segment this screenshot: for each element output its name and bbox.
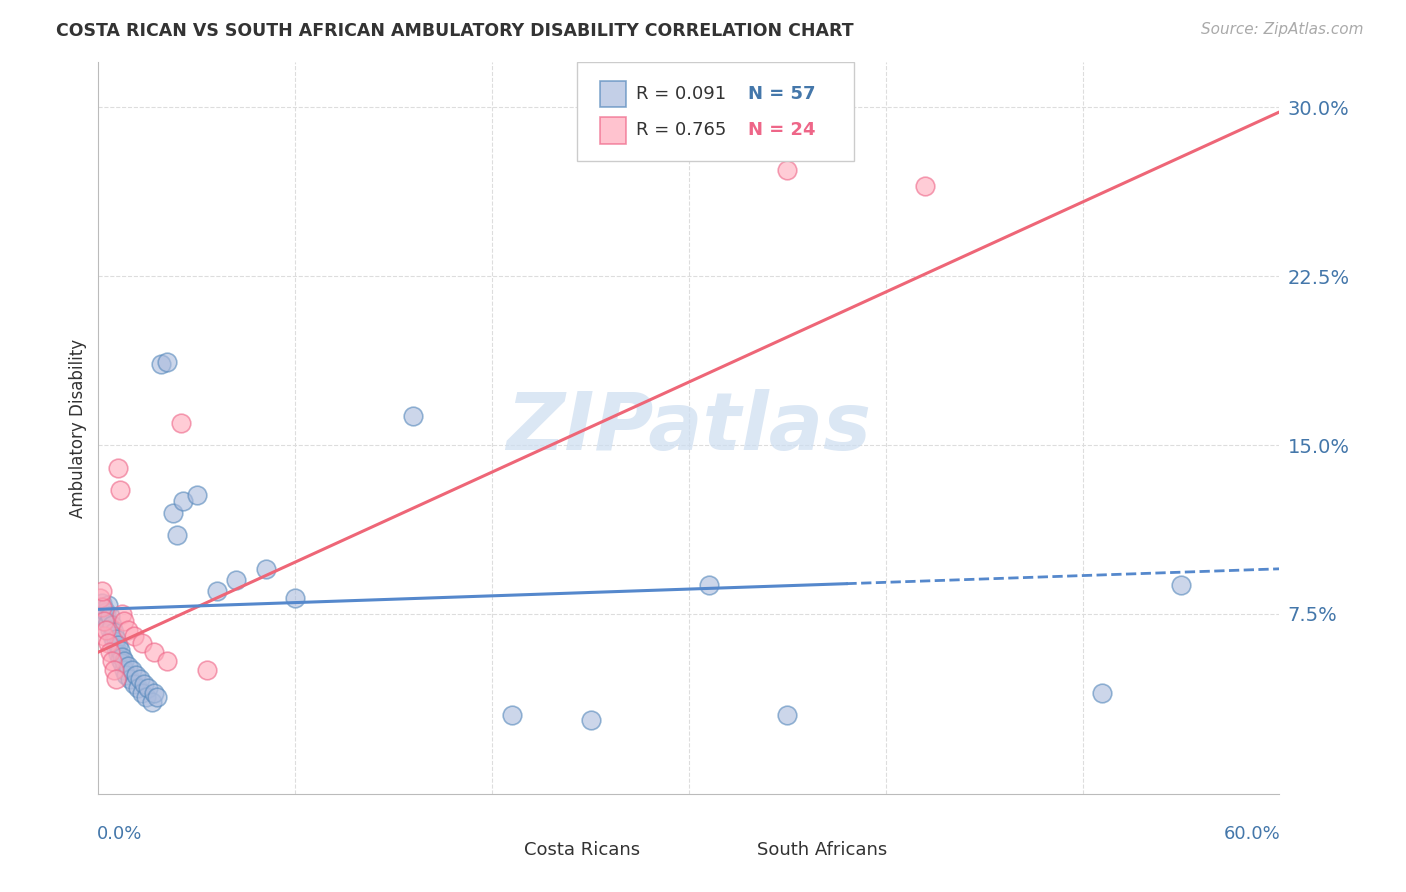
- Point: [89, 591, 111, 605]
- Point: [146, 690, 169, 705]
- Point: [91, 584, 114, 599]
- Point: [776, 708, 799, 723]
- FancyBboxPatch shape: [600, 80, 626, 107]
- Point: [136, 681, 159, 695]
- Text: Costa Ricans: Costa Ricans: [523, 841, 640, 859]
- Point: [697, 577, 720, 591]
- Point: [97, 598, 120, 612]
- Point: [205, 584, 228, 599]
- Point: [97, 636, 120, 650]
- Point: [122, 629, 145, 643]
- Point: [108, 643, 131, 657]
- Text: ZIPatlas: ZIPatlas: [506, 389, 872, 467]
- Text: N = 57: N = 57: [748, 85, 815, 103]
- Point: [142, 645, 165, 659]
- Point: [501, 708, 523, 723]
- Text: R = 0.765: R = 0.765: [636, 121, 725, 139]
- Point: [107, 648, 129, 662]
- Point: [103, 633, 125, 648]
- Point: [131, 685, 153, 699]
- Point: [142, 685, 165, 699]
- Point: [105, 640, 128, 655]
- Point: [105, 672, 128, 686]
- Point: [284, 591, 307, 605]
- Point: [150, 357, 173, 371]
- Point: [195, 663, 218, 677]
- Point: [186, 487, 208, 501]
- Point: [93, 614, 115, 628]
- Point: [579, 713, 602, 727]
- FancyBboxPatch shape: [600, 117, 626, 144]
- Point: [141, 695, 163, 709]
- Point: [103, 624, 125, 639]
- Point: [131, 636, 153, 650]
- Point: [96, 605, 118, 619]
- Point: [254, 562, 277, 576]
- Point: [166, 528, 188, 542]
- Point: [96, 623, 118, 637]
- Point: [91, 600, 114, 615]
- Point: [125, 667, 148, 681]
- Point: [97, 615, 120, 630]
- Point: [101, 654, 124, 668]
- Point: [111, 657, 134, 671]
- Point: [170, 416, 193, 430]
- Point: [108, 652, 131, 666]
- Point: [89, 600, 111, 615]
- FancyBboxPatch shape: [713, 838, 745, 862]
- Point: [156, 654, 179, 668]
- Point: [101, 618, 124, 632]
- Point: [107, 638, 129, 652]
- Text: N = 24: N = 24: [748, 121, 815, 139]
- Point: [111, 649, 134, 664]
- Point: [101, 629, 124, 643]
- Point: [172, 494, 194, 508]
- Point: [127, 681, 149, 695]
- Point: [225, 573, 247, 587]
- Point: [107, 460, 129, 475]
- Point: [112, 614, 135, 628]
- Point: [98, 623, 121, 637]
- Text: R = 0.091: R = 0.091: [636, 85, 725, 103]
- Point: [98, 609, 121, 624]
- Text: COSTA RICAN VS SOUTH AFRICAN AMBULATORY DISABILITY CORRELATION CHART: COSTA RICAN VS SOUTH AFRICAN AMBULATORY …: [56, 22, 853, 40]
- Point: [914, 179, 936, 194]
- Text: Source: ZipAtlas.com: Source: ZipAtlas.com: [1201, 22, 1364, 37]
- Point: [108, 483, 131, 497]
- Point: [115, 667, 138, 681]
- Point: [98, 645, 121, 659]
- Point: [117, 623, 139, 637]
- Point: [91, 607, 114, 621]
- Point: [111, 607, 134, 621]
- Point: [117, 658, 139, 673]
- Point: [1091, 685, 1114, 699]
- Point: [103, 663, 125, 677]
- Point: [122, 676, 145, 690]
- Point: [121, 663, 143, 677]
- Point: [112, 663, 135, 677]
- Point: [162, 506, 184, 520]
- Point: [96, 611, 118, 625]
- Point: [118, 672, 141, 686]
- Point: [93, 602, 115, 616]
- Y-axis label: Ambulatory Disability: Ambulatory Disability: [69, 339, 87, 517]
- FancyBboxPatch shape: [482, 838, 516, 862]
- Point: [91, 596, 114, 610]
- Point: [135, 690, 157, 705]
- Point: [128, 672, 150, 686]
- Point: [402, 409, 425, 423]
- Text: 0.0%: 0.0%: [97, 824, 142, 843]
- Point: [1170, 577, 1192, 591]
- Point: [93, 629, 115, 643]
- Point: [105, 632, 128, 646]
- FancyBboxPatch shape: [576, 62, 855, 161]
- Point: [93, 614, 115, 628]
- Point: [156, 355, 179, 369]
- Text: 60.0%: 60.0%: [1223, 824, 1281, 843]
- Point: [112, 654, 135, 668]
- Text: South Africans: South Africans: [758, 841, 887, 859]
- Point: [132, 676, 155, 690]
- Point: [776, 163, 799, 178]
